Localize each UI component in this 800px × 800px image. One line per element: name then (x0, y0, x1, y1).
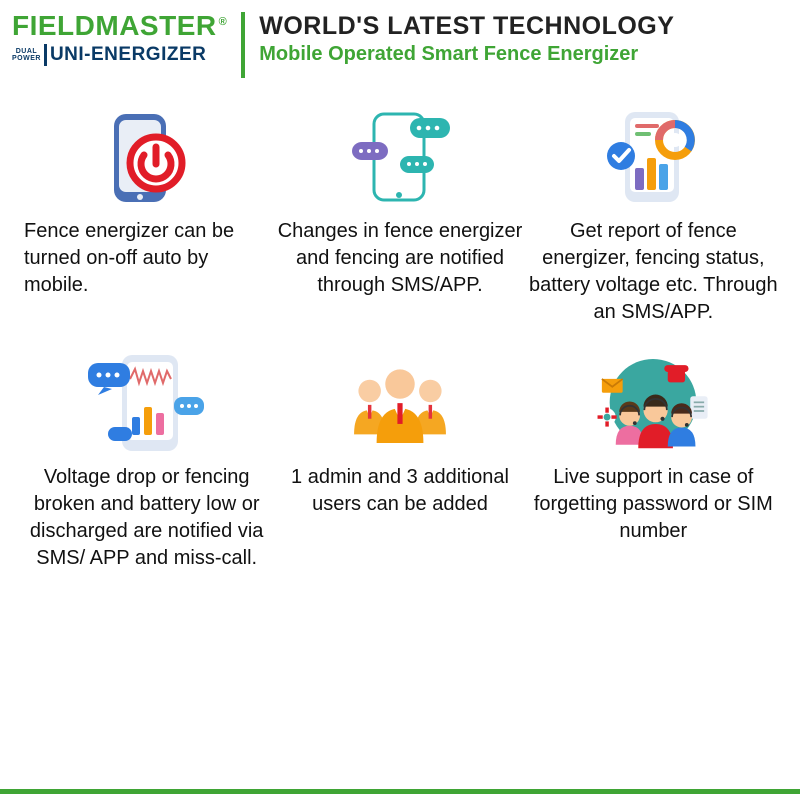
feature-caption: Get report of fence energizer, fencing s… (529, 218, 778, 326)
brand-name: FIELDMASTER® (12, 12, 227, 40)
uni-energizer-label: UNI-ENERGIZER (44, 44, 206, 66)
feature-caption: Fence energizer can be turned on-off aut… (22, 218, 271, 299)
feature-support: Live support in case of forgetting passw… (529, 350, 778, 572)
brand-block: FIELDMASTER® DUAL POWER UNI-ENERGIZER (12, 12, 227, 66)
dual-text: DUAL (12, 48, 41, 55)
page-title: WORLD'S LATEST TECHNOLOGY (259, 12, 674, 41)
header-right: WORLD'S LATEST TECHNOLOGY Mobile Operate… (259, 12, 674, 66)
feature-caption: Voltage drop or fencing broken and batte… (22, 464, 271, 572)
users-icon (335, 350, 465, 458)
feature-sms-notify: Changes in fence energizer and fencing a… (275, 104, 524, 326)
power-phone-icon (82, 104, 212, 212)
power-text: POWER (12, 55, 41, 62)
page-subtitle: Mobile Operated Smart Fence Energizer (259, 43, 674, 66)
feature-report: Get report of fence energizer, fencing s… (529, 104, 778, 326)
feature-voltage-alert: Voltage drop or fencing broken and batte… (22, 350, 271, 572)
features-grid: Fence energizer can be turned on-off aut… (0, 78, 800, 572)
header-divider (241, 12, 245, 78)
analytics-phone-icon (588, 104, 718, 212)
footer-line (0, 789, 800, 794)
brand-sub: DUAL POWER UNI-ENERGIZER (12, 44, 227, 66)
reg-mark: ® (219, 16, 228, 28)
feature-users: 1 admin and 3 additional users can be ad… (275, 350, 524, 572)
brand-name-text: FIELDMASTER (12, 10, 217, 41)
support-icon (588, 350, 718, 458)
feature-power-toggle: Fence energizer can be turned on-off aut… (22, 104, 271, 326)
feature-caption: 1 admin and 3 additional users can be ad… (275, 464, 524, 518)
feature-caption: Changes in fence energizer and fencing a… (275, 218, 524, 299)
dual-power-label: DUAL POWER (12, 48, 41, 62)
header: FIELDMASTER® DUAL POWER UNI-ENERGIZER WO… (0, 0, 800, 78)
chat-phone-icon (335, 104, 465, 212)
feature-caption: Live support in case of forgetting passw… (529, 464, 778, 545)
voltage-phone-icon (82, 350, 212, 458)
